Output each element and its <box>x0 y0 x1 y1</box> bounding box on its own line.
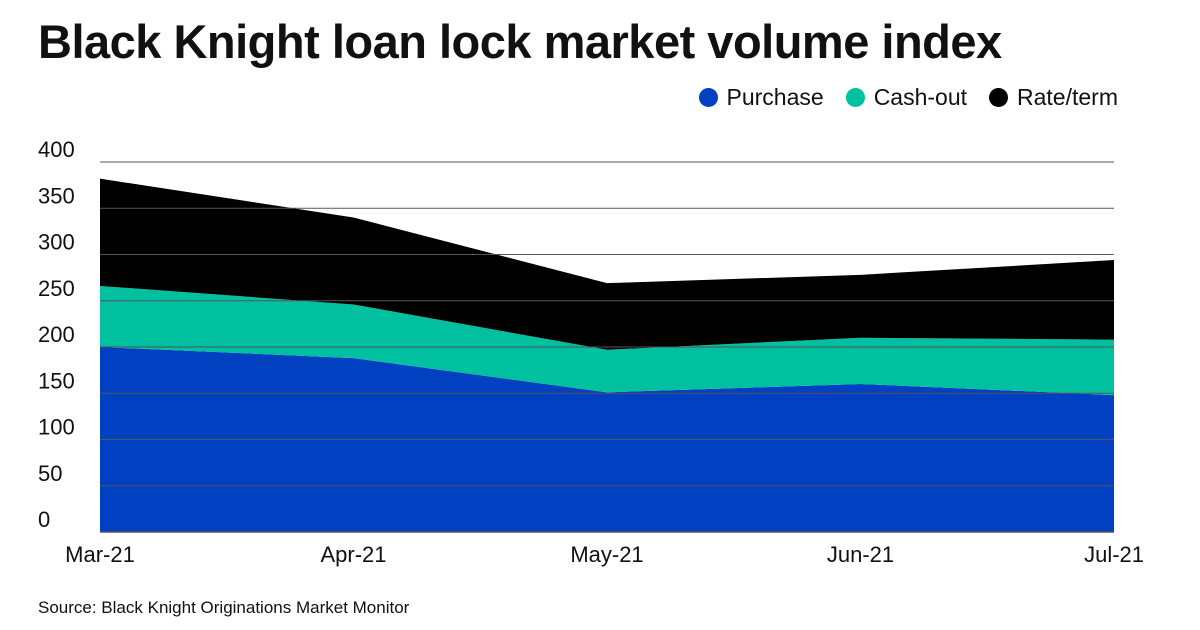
y-tick-label: 150 <box>38 368 75 393</box>
y-tick-label: 300 <box>38 230 75 255</box>
area-cash-out <box>100 285 1114 396</box>
legend-dot-cash-out <box>845 88 865 107</box>
y-tick-label: 350 <box>38 183 75 208</box>
x-tick-label: Apr-21 <box>320 542 386 567</box>
x-tick-label: May-21 <box>570 542 643 567</box>
area-rate-term <box>100 178 1114 350</box>
y-tick-label: 0 <box>38 507 50 532</box>
x-tick-label: Jul-21 <box>1084 542 1144 567</box>
legend: Purchase Cash-out Rate/term <box>698 84 1118 111</box>
y-tick-label: 250 <box>38 276 75 301</box>
legend-item-rate-term: Rate/term <box>989 84 1118 111</box>
source-note: Source: Black Knight Originations Market… <box>38 598 410 617</box>
legend-label-purchase: Purchase <box>726 84 824 110</box>
y-tick-label: 50 <box>38 461 62 486</box>
legend-dot-rate-term <box>989 88 1009 107</box>
chart-title: Black Knight loan lock market volume ind… <box>38 15 1002 68</box>
legend-label-rate-term: Rate/term <box>1017 84 1118 110</box>
legend-item-cash-out: Cash-out <box>845 84 968 111</box>
x-tick-label: Mar-21 <box>65 542 135 567</box>
x-tick-label: Jun-21 <box>827 542 894 567</box>
legend-dot-purchase <box>698 88 718 107</box>
y-tick-label: 400 <box>38 137 75 162</box>
legend-label-cash-out: Cash-out <box>873 84 968 110</box>
y-tick-label: 200 <box>38 322 75 347</box>
legend-item-purchase: Purchase <box>698 84 824 111</box>
y-tick-label: 100 <box>38 415 75 440</box>
